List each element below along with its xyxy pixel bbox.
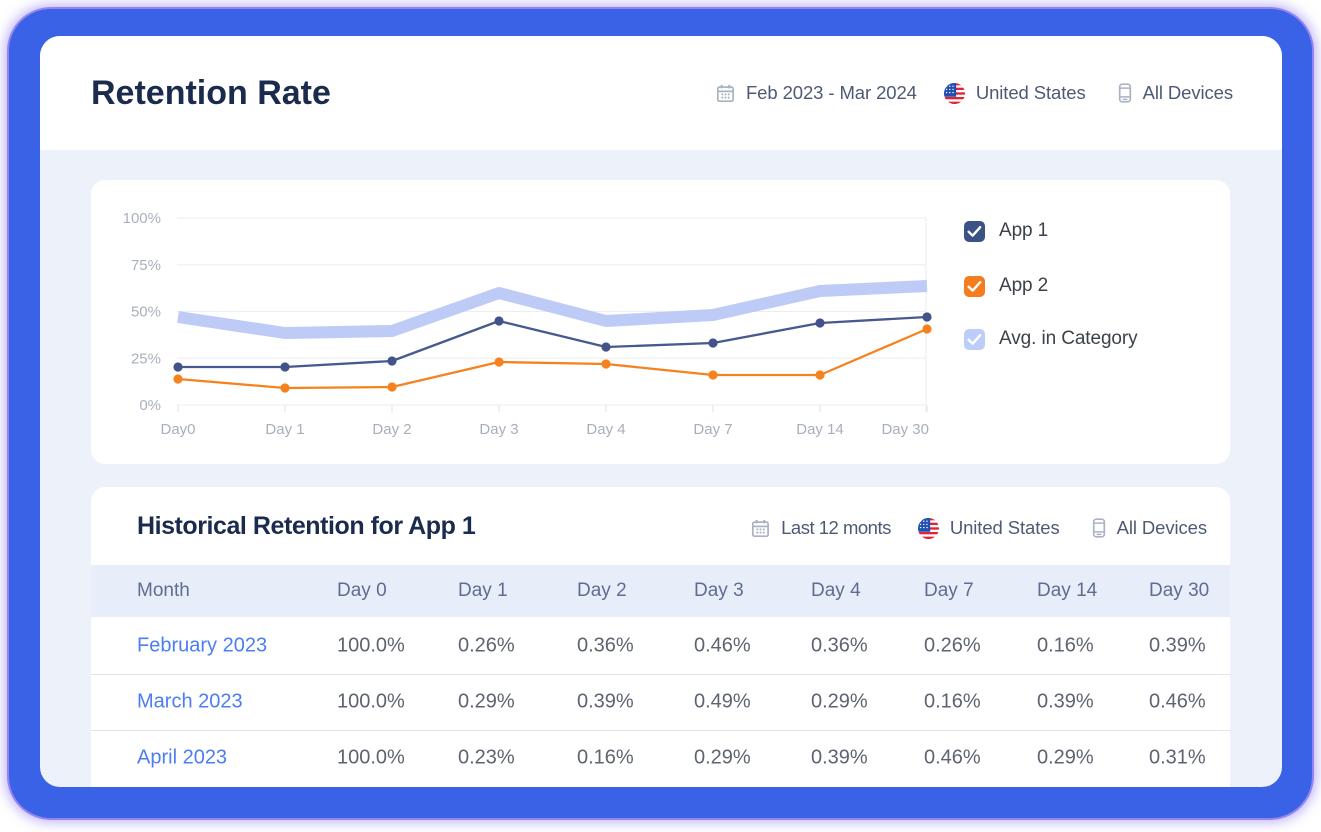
svg-text:75%: 75% — [131, 257, 161, 274]
svg-text:50%: 50% — [131, 304, 161, 321]
svg-text:Day 4: Day 4 — [586, 421, 625, 438]
svg-text:Day 14: Day 14 — [796, 421, 844, 438]
svg-text:Day0: Day0 — [160, 421, 195, 438]
svg-text:Day 7: Day 7 — [693, 421, 732, 438]
svg-text:Day 1: Day 1 — [265, 421, 304, 438]
svg-text:0%: 0% — [139, 397, 161, 414]
svg-text:Day 30: Day 30 — [881, 421, 929, 438]
svg-text:100%: 100% — [123, 210, 161, 227]
svg-text:Day 3: Day 3 — [479, 421, 518, 438]
svg-text:Day 2: Day 2 — [372, 421, 411, 438]
svg-text:25%: 25% — [131, 350, 161, 367]
